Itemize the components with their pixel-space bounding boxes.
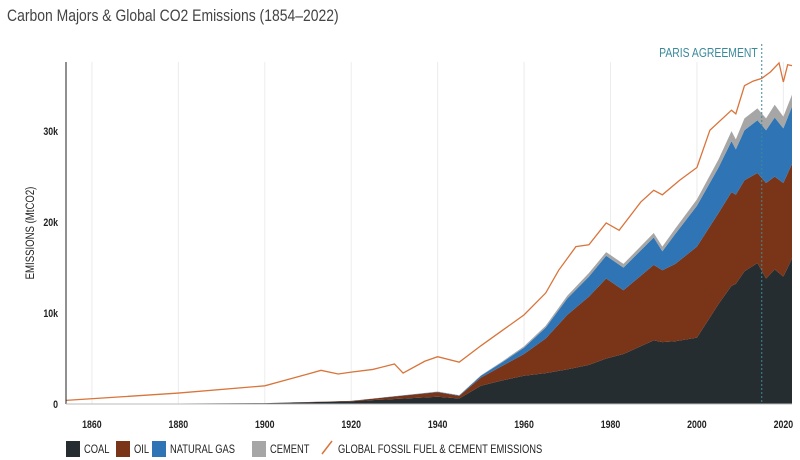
legend-swatch: [115, 440, 130, 457]
x-tick-label: 1860: [82, 419, 102, 431]
x-tick-label: 1980: [601, 419, 621, 431]
x-tick-label: 2000: [687, 419, 707, 431]
legend-item-coal: COAL: [66, 440, 110, 457]
legend-label: NATURAL GAS: [170, 441, 236, 456]
chart-title: Carbon Majors & Global CO2 Emissions (18…: [7, 6, 339, 25]
y-tick-label: 30k: [43, 126, 58, 138]
legend-label: OIL: [133, 441, 149, 456]
x-tick-label: 1960: [514, 419, 534, 431]
area-oil: [66, 163, 792, 404]
legend-item-natural-gas: NATURAL GAS: [152, 440, 245, 457]
legend-item-oil: OIL: [115, 440, 149, 457]
y-tick-label: 10k: [43, 308, 58, 320]
legend-swatch: [66, 440, 80, 457]
legend-label: COAL: [84, 441, 110, 456]
legend-item-cement: CEMENT: [252, 440, 313, 457]
legend-swatch: [252, 440, 267, 457]
area-coal: [66, 258, 792, 404]
legend: COAL OIL NATURAL GAS CEMENT GLOBAL FOSSIL FU…: [66, 439, 599, 458]
area-natural-gas: [66, 106, 792, 404]
x-tick-label: 2020: [774, 419, 794, 431]
x-tick-label: 1900: [255, 419, 275, 431]
y-axis-label: EMISSIONS (MtCO2): [24, 187, 37, 280]
y-tick-label: 0: [53, 399, 58, 411]
legend-label: GLOBAL FOSSIL FUEL & CEMENT EMISSIONS: [338, 441, 543, 456]
legend-swatch: [152, 440, 167, 457]
x-tick-label: 1920: [341, 419, 361, 431]
global-emissions-line: [65, 61, 793, 402]
y-tick-label: 20k: [43, 217, 58, 229]
legend-swatch: [320, 439, 334, 458]
x-tick-label: 1940: [428, 419, 448, 431]
paris-agreement-label: PARIS AGREEMENT: [659, 46, 758, 60]
x-tick-label: 1880: [169, 419, 189, 431]
legend-label: CEMENT: [270, 441, 310, 456]
legend-item-global: GLOBAL FOSSIL FUEL & CEMENT EMISSIONS: [320, 439, 592, 458]
